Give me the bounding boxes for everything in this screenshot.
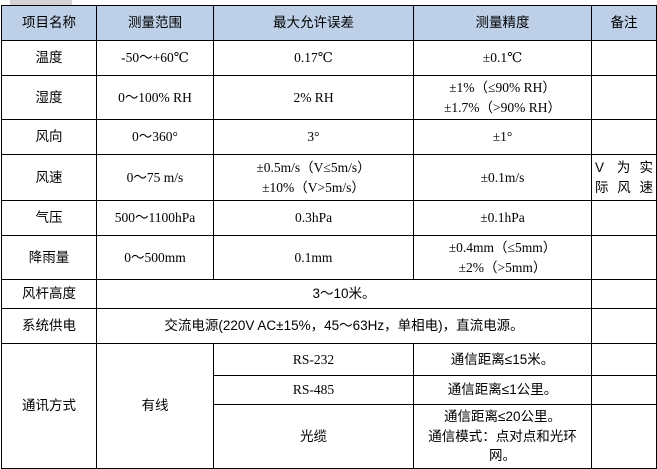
cell-temperature-remark [591,40,657,76]
cell-pressure-max-error: 0.3hPa [213,200,414,237]
cell-wind-speed-remark-line2: 际风速 [595,179,653,195]
cell-wind-direction-max-error: 3° [213,119,414,156]
cell-pole-height-remark [591,279,657,310]
cell-wind-speed-accuracy: ±0.1m/s [413,154,592,202]
row-name-temperature: 温度 [1,40,97,76]
cell-wind-speed-remark-line1: V 为实 [595,160,653,176]
cell-pressure-accuracy: ±0.1hPa [413,200,592,237]
cell-rainfall-accuracy: ±0.4mm（≤5mm） ±2%（>5mm） [413,235,592,281]
table-row: 气压 500～1100hPa 0.3hPa ±0.1hPa [1,200,657,237]
cell-communication-remark-rs232 [591,343,657,377]
table-row: 系统供电 交流电源(220V AC±15%，45～63Hz，单相电)，直流电源。 [1,308,657,345]
cell-temperature-range: -50～+60℃ [96,40,214,76]
cell-wind-speed-remark: V 为实 际风速 [591,154,657,202]
cell-pole-height-value: 3～10米。 [96,279,592,310]
cell-humidity-accuracy-line1: ±1%（≤90% RH） [449,80,556,95]
cell-wind-speed-max-error-line2: ±10%（V>5m/s） [262,179,365,195]
cell-pressure-remark [591,200,657,237]
cell-wind-speed-max-error-line1: ±0.5m/s（V≤5m/s） [256,160,371,176]
cell-rainfall-accuracy-line1: ±0.4mm（≤5mm） [448,240,557,256]
row-name-pole-height: 风杆高度 [1,279,97,310]
column-header-measuring-range: 测量范围 [96,5,214,41]
cell-rainfall-remark [591,235,657,281]
column-header-remark: 备注 [591,5,657,41]
table-row: 风杆高度 3～10米。 [1,279,657,310]
cell-communication-description-fiber: 通信距离≤20公里。 通信模式：点对点和光环 网。 [413,404,592,469]
cell-wind-speed-max-error: ±0.5m/s（V≤5m/s） ±10%（V>5m/s） [213,154,414,202]
cell-humidity-max-error: 2% RH [213,74,414,121]
cell-communication-remark-rs485 [591,375,657,406]
cell-communication-description-fiber-line3: 网。 [489,448,516,464]
column-header-measuring-accuracy: 测量精度 [413,5,592,41]
table-header: 项目名称 测量范围 最大允许误差 测量精度 备注 [1,5,657,41]
cell-temperature-max-error: 0.17℃ [213,40,414,76]
table-row: 温度 -50～+60℃ 0.17℃ ±0.1℃ [1,40,657,76]
cell-communication-medium: 有线 [96,343,214,469]
cell-wind-speed-range: 0～75 m/s [96,154,214,202]
cell-communication-description-rs232: 通信距离≤15米。 [413,343,592,377]
top-gray-strip [10,0,72,5]
cell-communication-interface-rs232: RS-232 [213,343,414,377]
row-name-wind-speed: 风速 [1,154,97,202]
cell-communication-interface-rs485: RS-485 [213,375,414,406]
cell-rainfall-range: 0～500mm [96,235,214,281]
cell-rainfall-max-error: 0.1mm [213,235,414,281]
table-body: 温度 -50～+60℃ 0.17℃ ±0.1℃ 湿度 0～100% RH 2% … [1,40,657,469]
table-row: RS-485 通信距离≤1公里。 [2,375,657,406]
cell-rainfall-accuracy-line2: ±2%（>5mm） [458,259,547,275]
cell-humidity-accuracy-line2: ±1.7%（>90% RH） [443,99,562,115]
table-row: 湿度 0～100% RH 2% RH ±1%（≤90% RH） ±1.7%（>9… [1,74,657,121]
table-row: 降雨量 0～500mm 0.1mm ±0.4mm（≤5mm） ±2%（>5mm） [1,235,657,281]
cell-wind-direction-accuracy: ±1° [413,119,592,156]
header-row: 项目名称 测量范围 最大允许误差 测量精度 备注 [1,5,657,41]
row-name-communication: 通讯方式 [1,343,97,469]
cell-humidity-range: 0～100% RH [96,74,214,121]
cell-communication-description-fiber-line2: 通信模式：点对点和光环 [428,428,577,444]
cell-wind-direction-range: 0～360° [96,119,214,156]
specification-table: 项目名称 测量范围 最大允许误差 测量精度 备注 温度 -50～+60℃ 0.1… [1,5,657,469]
column-header-item-name: 项目名称 [1,5,97,41]
row-name-wind-direction: 风向 [1,119,97,156]
row-name-rainfall: 降雨量 [1,235,97,281]
cell-temperature-accuracy: ±0.1℃ [413,40,592,76]
cell-communication-interface-fiber: 光缆 [213,404,414,469]
cell-humidity-remark [591,74,657,121]
cell-pressure-range: 500～1100hPa [96,200,214,237]
table-row: 风向 0～360° 3° ±1° [1,119,657,156]
cell-humidity-accuracy: ±1%（≤90% RH） ±1.7%（>90% RH） [413,74,592,121]
cell-communication-description-fiber-line1: 通信距离≤20公里。 [444,409,561,425]
table-row: 风速 0～75 m/s ±0.5m/s（V≤5m/s） ±10%（V>5m/s）… [1,154,657,202]
column-header-max-permissible-error: 最大允许误差 [213,5,414,41]
cell-communication-remark-fiber [591,404,657,469]
row-name-power-supply: 系统供电 [1,308,97,345]
cell-communication-description-rs485: 通信距离≤1公里。 [413,375,592,406]
row-name-humidity: 湿度 [1,74,97,121]
cell-wind-direction-remark [591,119,657,156]
cell-power-supply-value: 交流电源(220V AC±15%，45～63Hz，单相电)，直流电源。 [96,308,592,345]
cell-power-supply-remark [591,308,657,345]
row-name-pressure: 气压 [1,200,97,237]
table-row: 通讯方式 有线 RS-232 通信距离≤15米。 [1,343,657,469]
